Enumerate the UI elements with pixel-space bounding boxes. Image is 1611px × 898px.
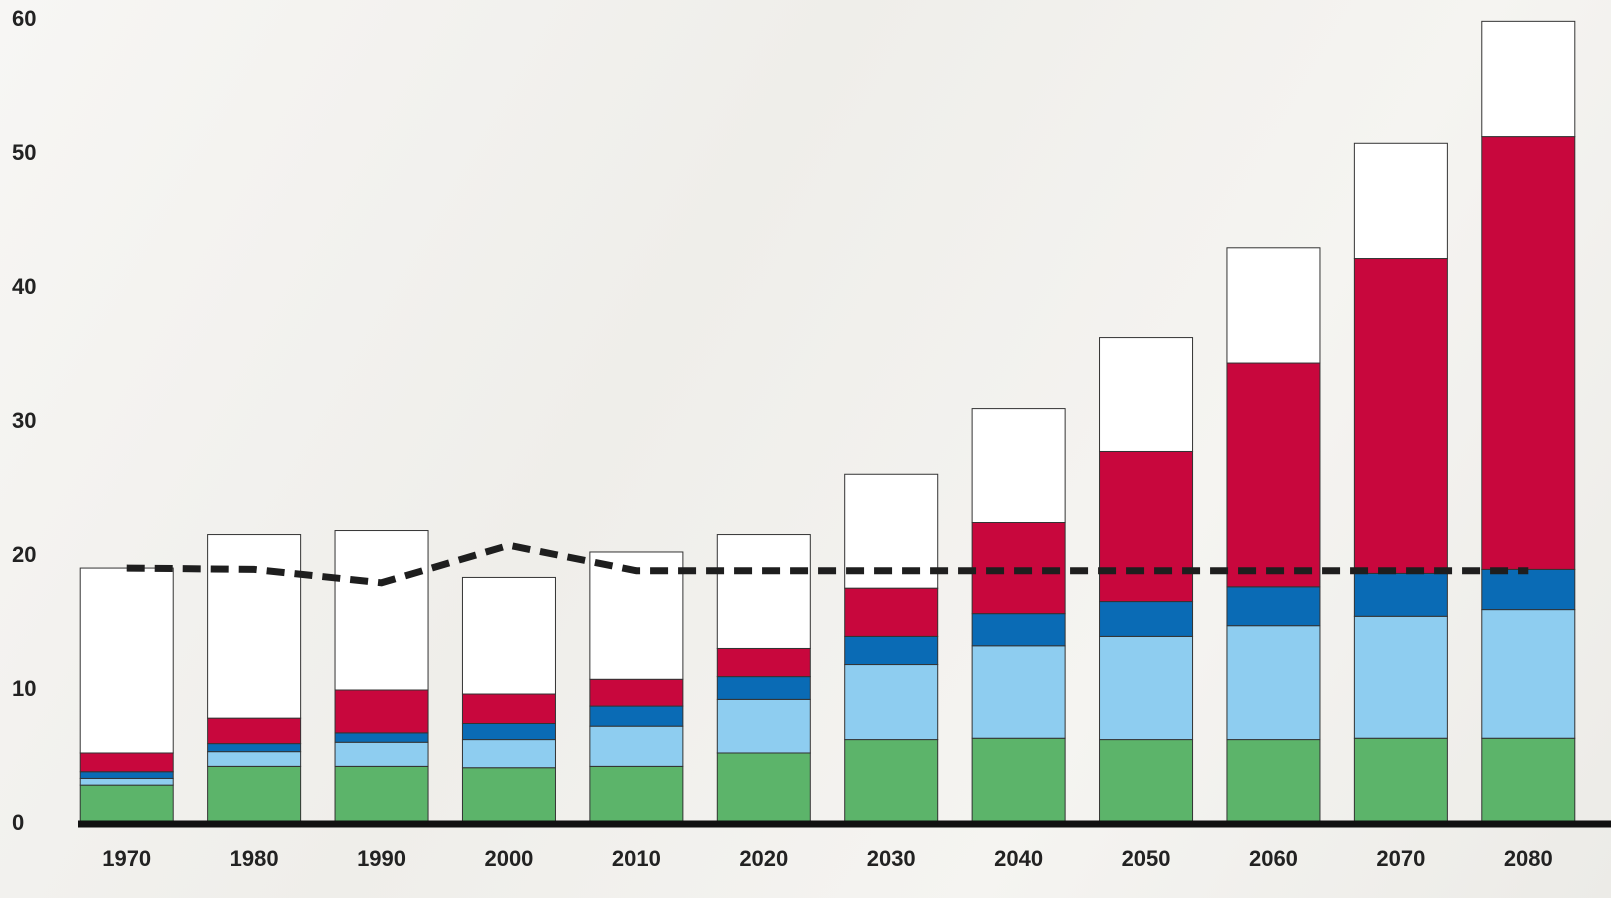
bar-segment [1099, 739, 1194, 825]
bar-segment [1481, 609, 1576, 739]
bar-segment [334, 689, 429, 734]
bar-segment [589, 765, 684, 825]
bar-segment [1353, 737, 1448, 825]
y-tick-label: 40 [12, 274, 36, 299]
x-tick-label: 2070 [1376, 846, 1425, 871]
x-tick-label: 2010 [612, 846, 661, 871]
bar-segment [334, 732, 429, 743]
bar-segment [1226, 739, 1321, 825]
bar-segment [1099, 337, 1194, 452]
bar-segment [79, 777, 174, 786]
bar-segment [1353, 258, 1448, 574]
x-tick-label: 1990 [357, 846, 406, 871]
bar-segment [1226, 362, 1321, 588]
bar-segment [971, 645, 1066, 739]
bar-segment [207, 743, 302, 753]
bar-segment [971, 737, 1066, 825]
bar-segment [79, 752, 174, 773]
x-tick-label: 2030 [867, 846, 916, 871]
bar-segment [461, 739, 556, 769]
x-tick-label: 2020 [739, 846, 788, 871]
bar-segment [334, 741, 429, 767]
bar-segment [1226, 586, 1321, 627]
bar-segment [716, 534, 811, 649]
bar-segment [844, 635, 939, 666]
bar-segment [1099, 635, 1194, 741]
y-tick-label: 10 [12, 676, 36, 701]
bar-segment [79, 771, 174, 779]
x-tick-label: 1970 [102, 846, 151, 871]
line-series [126, 541, 1529, 587]
bar-segment [589, 678, 684, 707]
y-tick-label: 0 [12, 810, 24, 835]
bar-segment [716, 647, 811, 678]
x-tick-label: 2040 [994, 846, 1043, 871]
bar-segment [589, 725, 684, 767]
bar-segment [844, 587, 939, 637]
bar-segment [716, 676, 811, 700]
bar-segment [461, 576, 556, 695]
bar-segment [79, 567, 174, 754]
bar-segment [461, 693, 556, 725]
bar-segment [1481, 568, 1576, 611]
bar-segment [207, 534, 302, 719]
x-tick-label: 1980 [230, 846, 279, 871]
x-tick-label: 2050 [1122, 846, 1171, 871]
bar-segment [1099, 601, 1194, 637]
bar-segment [716, 752, 811, 825]
bar-segment [334, 530, 429, 691]
bar-segment [79, 784, 174, 825]
bar-segment [971, 408, 1066, 524]
bar-segment [1353, 142, 1448, 260]
bar-segment [207, 765, 302, 825]
bar-segment [971, 613, 1066, 647]
bar-segment [1226, 625, 1321, 741]
bar-segment [1353, 572, 1448, 617]
x-tick-label: 2060 [1249, 846, 1298, 871]
y-tick-label: 50 [12, 140, 36, 165]
bar-segment [716, 698, 811, 754]
bar-segment [1481, 20, 1576, 138]
bar-segment [1481, 136, 1576, 570]
x-tick-label: 2000 [484, 846, 533, 871]
y-tick-label: 20 [12, 542, 36, 567]
bar-segment [589, 705, 684, 727]
bar-segment [1099, 450, 1194, 603]
bar-segment [1226, 247, 1321, 364]
bar-segment [1481, 737, 1576, 825]
bar-segment [207, 751, 302, 767]
bar-segment [844, 664, 939, 741]
x-tick-label: 2080 [1504, 846, 1553, 871]
bar-segment [1353, 615, 1448, 739]
bar-segment [844, 739, 939, 825]
bar-segment [334, 765, 429, 825]
y-tick-label: 30 [12, 408, 36, 433]
bar-segment [207, 717, 302, 745]
bar-segment [461, 723, 556, 741]
bar-segment [461, 767, 556, 825]
y-tick-label: 60 [12, 6, 36, 31]
